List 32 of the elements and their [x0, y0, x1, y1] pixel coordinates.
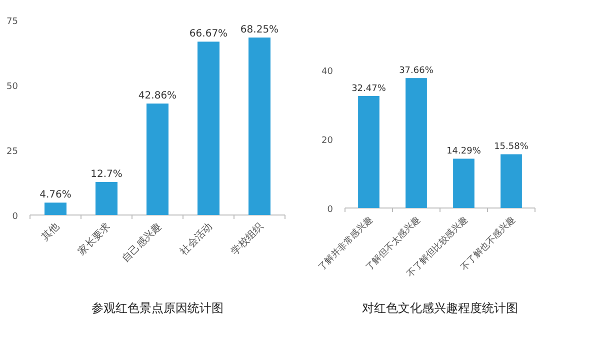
data-label: 42.86%: [138, 90, 177, 102]
x-tick-label: 其他: [38, 220, 62, 244]
bar: [358, 96, 380, 208]
data-label: 32.47%: [352, 84, 386, 94]
data-label: 15.58%: [494, 142, 529, 152]
data-label: 37.66%: [399, 66, 434, 76]
x-tick-label: 社会活动: [178, 220, 215, 258]
bar: [453, 158, 474, 208]
data-label: 68.25%: [240, 24, 279, 36]
data-label: 66.67%: [189, 28, 228, 40]
y-tick-label: 0: [12, 212, 18, 222]
bar: [500, 154, 522, 208]
y-tick-label: 20: [322, 136, 334, 146]
text: 参观红色景点原因统计图: [92, 301, 224, 315]
text: 对红色文化感兴趣程度统计图: [362, 301, 518, 315]
bar: [198, 42, 220, 215]
y-tick-label: 50: [6, 82, 18, 92]
bar: [44, 202, 66, 215]
y-tick-label: 25: [6, 147, 18, 157]
x-tick-label: 家长要求: [76, 220, 113, 258]
bar: [248, 38, 270, 215]
x-tick-label: 自己感兴趣: [120, 220, 164, 264]
x-tick-label: 学校组织: [228, 220, 266, 258]
bar: [406, 78, 427, 208]
data-label: 14.29%: [446, 146, 482, 157]
data-label: 12.7%: [90, 168, 122, 180]
bar: [96, 182, 118, 215]
y-tick-label: 75: [6, 17, 18, 27]
y-tick-label: 40: [322, 67, 334, 77]
bar: [146, 104, 168, 215]
y-tick-label: 0: [327, 205, 334, 215]
data-label: 4.76%: [40, 190, 72, 201]
